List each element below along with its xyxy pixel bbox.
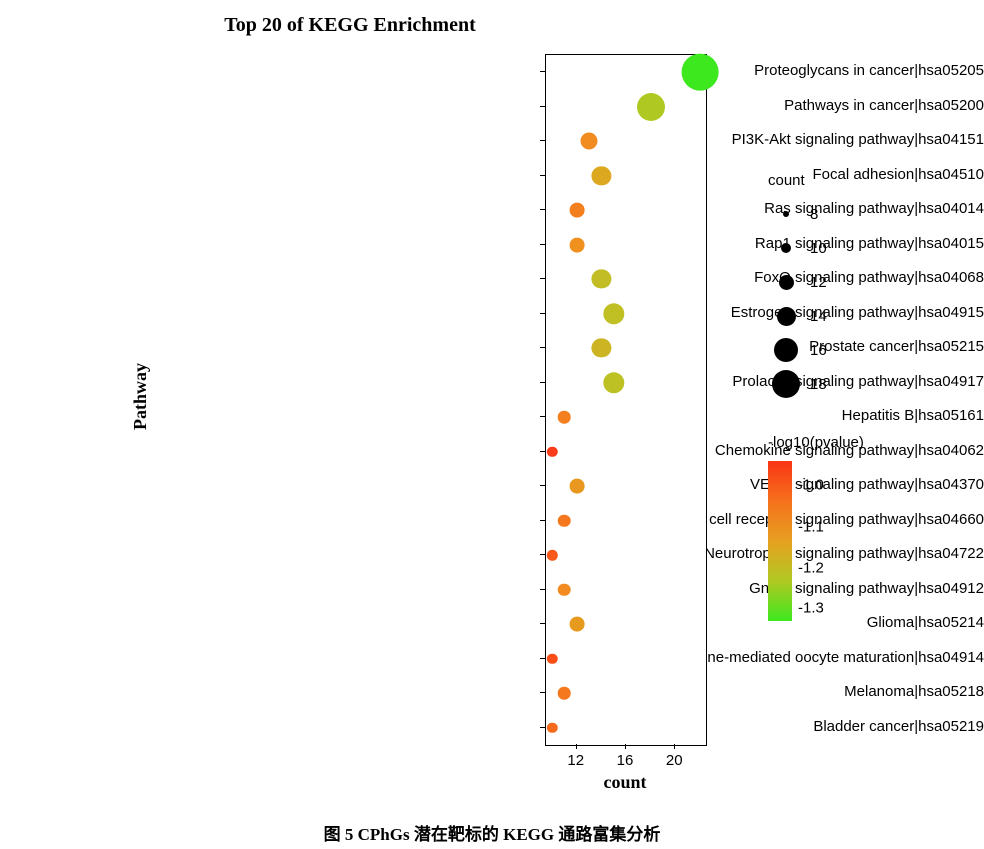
y-tick-label: Melanoma|hsa05218 — [449, 684, 984, 699]
y-tick-label: Prostate cancer|hsa05215 — [449, 339, 984, 354]
y-axis-label: Pathway — [130, 363, 151, 430]
x-tick-label: 20 — [666, 752, 683, 769]
data-point — [569, 237, 584, 252]
data-point — [637, 93, 665, 121]
y-tick-label: Neurotrophin signaling pathway|hsa04722 — [449, 546, 984, 561]
legend-dot — [783, 211, 789, 217]
y-tick-label: PI3K-Akt signaling pathway|hsa04151 — [449, 132, 984, 147]
legend-value: 10 — [810, 240, 827, 257]
data-point — [547, 654, 557, 664]
data-point — [558, 411, 571, 424]
legend-value: 14 — [810, 308, 827, 325]
color-legend: -log10(pvalue) -1.0-1.1-1.2-1.3 — [768, 434, 864, 621]
colorbar-tick: -1.1 — [798, 518, 824, 535]
legend-value: 16 — [810, 342, 827, 359]
size-legend-item: 16 — [768, 333, 827, 367]
y-tick-label: Progesterone-mediated oocyte maturation|… — [449, 650, 984, 665]
data-point — [581, 133, 598, 150]
data-point — [547, 723, 557, 733]
figure-container: Top 20 of KEGG Enrichment Pathway Proteo… — [0, 0, 984, 849]
legend-dot — [781, 243, 791, 253]
data-point — [547, 550, 557, 560]
colorbar-tick: -1.2 — [798, 560, 824, 577]
data-point — [558, 583, 571, 596]
y-tick-label: Glioma|hsa05214 — [449, 615, 984, 630]
x-tick-label: 12 — [567, 752, 584, 769]
y-tick-label: Ras signaling pathway|hsa04014 — [449, 201, 984, 216]
y-tick-label: FoxO signaling pathway|hsa04068 — [449, 270, 984, 285]
data-point — [569, 203, 584, 218]
y-tick-label: VEGF signaling pathway|hsa04370 — [449, 477, 984, 492]
figure-caption: 图 5 CPhGs 潜在靶标的 KEGG 通路富集分析 — [0, 820, 984, 845]
y-tick-label: Focal adhesion|hsa04510 — [449, 167, 984, 182]
data-point — [681, 54, 718, 91]
colorbar-tick: -1.0 — [798, 477, 824, 494]
data-point — [569, 479, 584, 494]
size-legend-item: 10 — [768, 231, 827, 265]
data-point — [592, 270, 611, 289]
legend-value: 12 — [810, 274, 827, 291]
y-tick-label: Rap1 signaling pathway|hsa04015 — [449, 236, 984, 251]
x-tick-label: 16 — [617, 752, 634, 769]
y-tick-label: Chemokine signaling pathway|hsa04062 — [449, 443, 984, 458]
colorbar: -1.0-1.1-1.2-1.3 — [768, 461, 792, 621]
legend-dot — [777, 307, 796, 326]
data-point — [547, 447, 557, 457]
plot-panel — [545, 54, 707, 746]
y-tick-label: T cell receptor signaling pathway|hsa046… — [449, 512, 984, 527]
data-point — [592, 166, 611, 185]
x-tick-mark — [674, 744, 675, 749]
y-tick-label: GnRH signaling pathway|hsa04912 — [449, 581, 984, 596]
data-point — [592, 339, 611, 358]
y-tick-label: Prolactin signaling pathway|hsa04917 — [449, 374, 984, 389]
chart-title: Top 20 of KEGG Enrichment — [0, 14, 700, 37]
y-tick-label: Pathways in cancer|hsa05200 — [449, 98, 984, 113]
y-tick-label: Bladder cancer|hsa05219 — [449, 719, 984, 734]
legend-value: 8 — [810, 206, 818, 223]
size-legend-title: count — [768, 172, 827, 189]
y-tick-label: Hepatitis B|hsa05161 — [449, 408, 984, 423]
size-legend-item: 14 — [768, 299, 827, 333]
x-tick-mark — [625, 744, 626, 749]
legend-dot — [779, 275, 794, 290]
color-legend-title: -log10(pvalue) — [768, 434, 864, 451]
x-axis-label: count — [545, 772, 705, 793]
y-tick-label: Estrogen signaling pathway|hsa04915 — [449, 305, 984, 320]
colorbar-tick: -1.3 — [798, 600, 824, 617]
legend-value: 18 — [810, 376, 827, 393]
size-legend-item: 12 — [768, 265, 827, 299]
data-point — [603, 303, 624, 324]
data-point — [558, 514, 571, 527]
size-legend-item: 18 — [768, 367, 827, 401]
legend-dot — [774, 338, 798, 362]
data-point — [569, 617, 584, 632]
data-point — [603, 372, 624, 393]
data-point — [558, 687, 571, 700]
size-legend-item: 8 — [768, 197, 827, 231]
x-tick-mark — [576, 744, 577, 749]
legend-dot — [772, 370, 800, 398]
size-legend: count 8 10 12 14 16 18 — [768, 172, 827, 401]
